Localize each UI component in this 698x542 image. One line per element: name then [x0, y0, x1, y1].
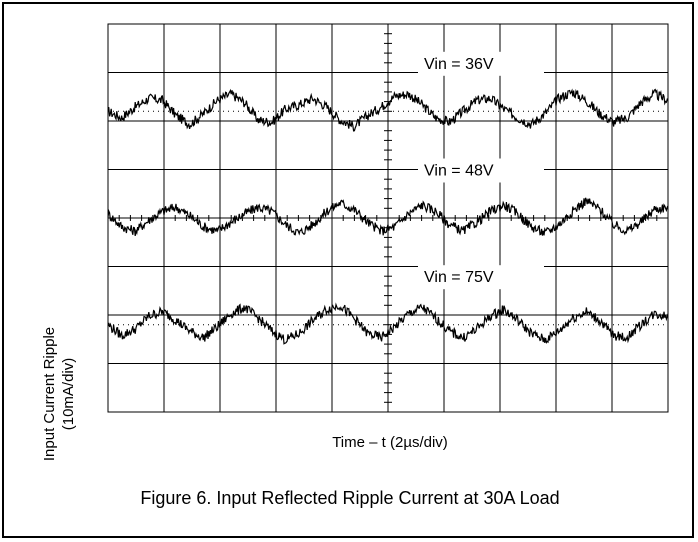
series-label-background [418, 265, 544, 290]
series-trace [107, 302, 669, 345]
x-axis-label: Time – t (2µs/div) [332, 434, 448, 451]
y-axis-label: Input Current Ripple (10mA/div) [40, 294, 80, 494]
series-trace [107, 197, 669, 236]
series-label: Vin = 75V [424, 269, 494, 286]
series-label-background [418, 51, 544, 76]
series-label-background [418, 158, 544, 183]
y-axis-label-line1: Input Current Ripple [41, 326, 58, 462]
series-label: Vin = 36V [424, 56, 494, 73]
figure-caption: Figure 6. Input Reflected Ripple Current… [140, 488, 560, 508]
y-axis-label-line2: (10mA/div) [60, 357, 77, 431]
series-label: Vin = 48V [424, 163, 494, 180]
series-trace [107, 88, 669, 132]
oscilloscope-plot: Vin = 36V Vin = 48V Vin = 75V [107, 23, 669, 413]
